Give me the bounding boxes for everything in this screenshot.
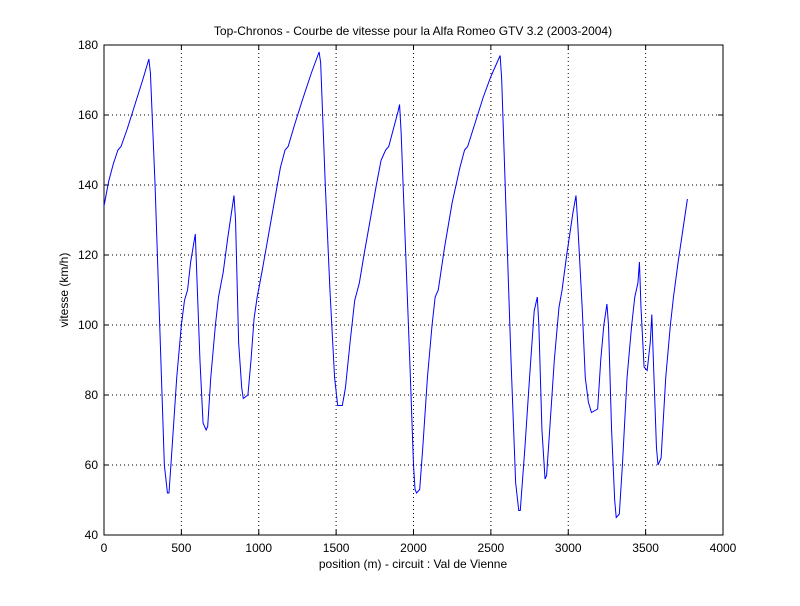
y-tick-label: 100 bbox=[78, 318, 98, 332]
chart-title: Top-Chronos - Courbe de vitesse pour la … bbox=[214, 24, 612, 38]
axes-box bbox=[103, 44, 724, 536]
y-tick-label: 60 bbox=[85, 458, 99, 472]
y-tick-label: 160 bbox=[78, 108, 98, 122]
x-tick-label: 3500 bbox=[632, 541, 659, 555]
y-tick-label: 140 bbox=[78, 178, 98, 192]
x-tick-label: 500 bbox=[171, 541, 191, 555]
x-tick-label: 1000 bbox=[245, 541, 272, 555]
x-tick-label: 3000 bbox=[555, 541, 582, 555]
x-tick-label: 1500 bbox=[323, 541, 350, 555]
y-tick-label: 120 bbox=[78, 248, 98, 262]
speed-line bbox=[103, 51, 688, 519]
x-axis-label: position (m) - circuit : Val de Vienne bbox=[319, 557, 508, 571]
y-tick-label: 80 bbox=[85, 388, 99, 402]
x-tick-label: 2500 bbox=[478, 541, 505, 555]
x-tick-label: 2000 bbox=[400, 541, 427, 555]
y-tick-label: 180 bbox=[78, 38, 98, 52]
y-axis-label: vitesse (km/h) bbox=[57, 253, 71, 328]
y-tick-label: 40 bbox=[85, 528, 99, 542]
x-tick-label: 0 bbox=[101, 541, 108, 555]
x-tick-label: 4000 bbox=[710, 541, 737, 555]
